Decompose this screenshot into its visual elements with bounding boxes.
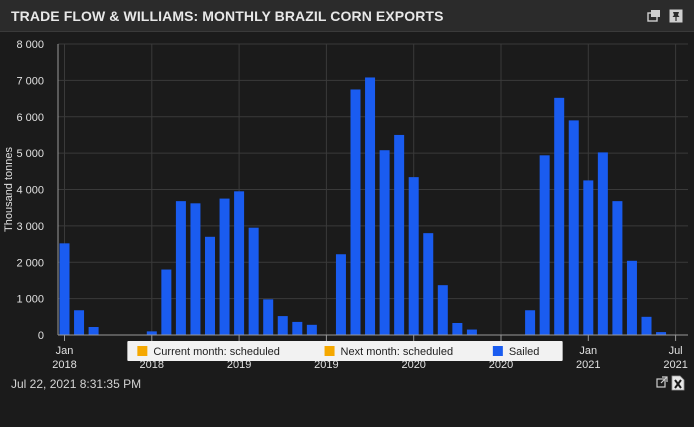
y-tick-label: 7 000: [16, 75, 44, 87]
x-tick-label: 2020: [489, 359, 513, 371]
x-tick-label: Jul: [669, 345, 683, 357]
bar-sailed: [597, 152, 608, 335]
legend-label: Current month: scheduled: [153, 346, 280, 358]
bar-sailed: [452, 322, 463, 335]
y-tick-label: 6 000: [16, 112, 44, 124]
y-tick-label: 4 000: [16, 185, 44, 197]
footer: Jul 22, 2021 8:31:35 PM: [0, 372, 694, 427]
bar-sailed: [408, 177, 419, 335]
bar-sailed: [74, 310, 85, 335]
legend-swatch: [137, 346, 148, 356]
bar-chart: 0 1 000 2 000 3 000 4 000 5 000 6 000 7 000 8 00…: [3, 39, 688, 371]
bar-sailed: [394, 134, 405, 335]
bar-sailed: [554, 97, 565, 336]
x-tick-label: 2021: [576, 359, 600, 371]
x-tick-label: 2020: [401, 359, 425, 371]
y-axis-title: Thousand tonnes: [3, 146, 15, 232]
legend-swatch: [492, 346, 503, 356]
bar-sailed: [335, 254, 346, 335]
bar-sailed: [59, 243, 70, 335]
legend-label: Sailed: [509, 346, 540, 358]
bar-sailed: [466, 329, 477, 335]
bar-sailed: [626, 260, 637, 335]
bar-sailed: [350, 89, 361, 335]
panel-title: TRADE FLOW & WILLIAMS: MONTHLY BRAZIL CO…: [11, 8, 444, 24]
legend: Current month: scheduled Next month: sche…: [127, 341, 563, 361]
legend-swatch: [324, 346, 335, 356]
bar-sailed: [277, 316, 288, 335]
bar-sailed: [219, 198, 230, 335]
bar-sailed: [525, 310, 536, 335]
title-bar: TRADE FLOW & WILLIAMS: MONTHLY BRAZIL CO…: [0, 0, 694, 32]
x-tick-label: Jan: [579, 345, 597, 357]
y-tick-label: 8 000: [16, 39, 44, 51]
legend-box: [127, 341, 563, 361]
pop-out-icon[interactable]: [656, 375, 668, 393]
bar-sailed: [423, 233, 434, 335]
x-tick-label: 2021: [663, 359, 687, 371]
timestamp: Jul 22, 2021 8:31:35 PM: [11, 377, 142, 391]
y-tick-label: 1 000: [16, 294, 44, 306]
bar-sailed: [263, 299, 274, 335]
export-excel-icon[interactable]: [671, 375, 685, 396]
x-tick-label: Jan: [56, 345, 74, 357]
bar-sailed: [612, 201, 623, 335]
x-tick-label: 2019: [227, 359, 251, 371]
bar-sailed: [568, 120, 579, 335]
bar-sailed: [539, 155, 550, 335]
axis-layer: 0 1 000 2 000 3 000 4 000 5 000 6 000 7 000 8 00…: [3, 39, 688, 371]
legend-label: Next month: scheduled: [341, 346, 454, 358]
x-tick-label: 2019: [314, 359, 338, 371]
bar-sailed: [583, 180, 594, 335]
y-tick-label: 0: [38, 330, 44, 342]
bar-sailed: [656, 332, 667, 335]
y-tick-label: 2 000: [16, 257, 44, 269]
bar-sailed: [306, 324, 317, 335]
bar-sailed: [248, 227, 259, 335]
bar-sailed: [190, 203, 201, 335]
bar-sailed: [641, 316, 652, 335]
bar-sailed: [437, 285, 448, 335]
bar-sailed: [292, 321, 303, 335]
x-tick-label: 2018: [140, 359, 164, 371]
bar-sailed: [379, 150, 390, 335]
bar-sailed: [205, 236, 215, 335]
bar-sailed: [234, 191, 245, 335]
y-tick-label: 5 000: [16, 148, 44, 160]
bars-layer: [59, 77, 667, 336]
bar-sailed: [175, 201, 186, 335]
bar-sailed: [365, 77, 376, 335]
pin-icon[interactable]: [669, 9, 683, 23]
bar-sailed: [88, 326, 99, 335]
chart-area: 0 1 000 2 000 3 000 4 000 5 000 6 000 7 000 8 00…: [0, 32, 694, 372]
bar-sailed: [161, 269, 172, 335]
y-tick-label: 3 000: [16, 221, 44, 233]
x-tick-label: 2018: [52, 359, 76, 371]
restore-window-icon[interactable]: [647, 9, 661, 23]
bar-sailed: [146, 331, 157, 335]
